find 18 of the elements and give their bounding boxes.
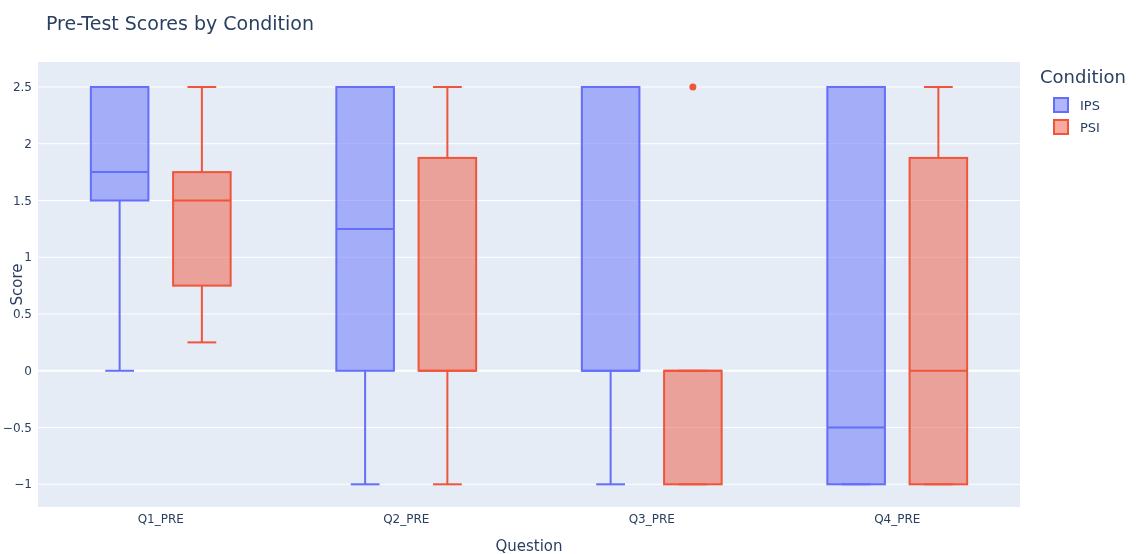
legend-label: IPS — [1080, 97, 1100, 113]
y-tick-label: −1 — [14, 477, 32, 492]
x-tick-label: Q2_PRE — [383, 512, 430, 526]
legend-label: PSI — [1080, 119, 1100, 135]
y-tick-label: 2.5 — [12, 80, 32, 95]
chart-title: Pre-Test Scores by Condition — [46, 12, 314, 34]
y-tick-label: −0.5 — [2, 420, 32, 435]
y-tick-label: 0.5 — [12, 307, 32, 322]
x-tick-label: Q1_PRE — [137, 512, 184, 526]
legend-title: Condition — [1040, 66, 1126, 87]
y-tick-label: 1.5 — [12, 193, 32, 208]
y-tick-label: 1 — [24, 250, 32, 265]
x-axis-title: Question — [495, 537, 563, 554]
y-tick-label: 2 — [24, 136, 32, 151]
x-tick-label: Q4_PRE — [874, 512, 921, 526]
x-tick-label: Q3_PRE — [628, 512, 675, 526]
y-tick-label: 0 — [24, 363, 32, 378]
y-axis-title: Score — [8, 263, 26, 306]
